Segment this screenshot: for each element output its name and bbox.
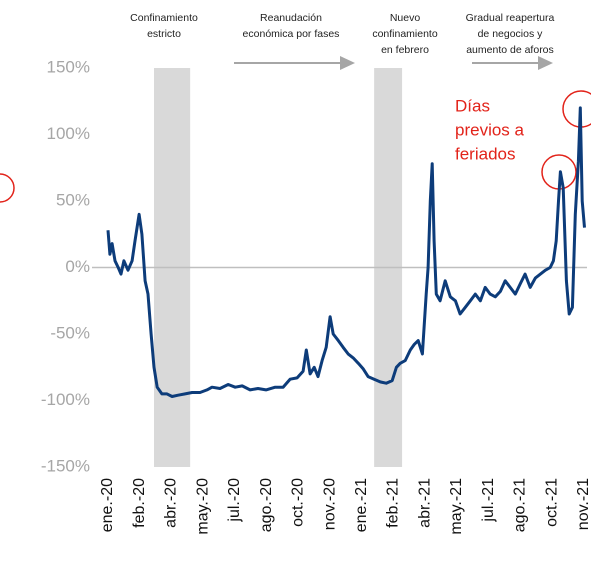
x-tick-label: feb.-20 xyxy=(131,478,148,528)
x-tick-label: may.-21 xyxy=(448,478,465,535)
x-tick-label: jul.-20 xyxy=(226,478,243,523)
annotation: feriados xyxy=(455,144,515,163)
x-tick-label: nov.-20 xyxy=(321,478,338,530)
x-tick-label: ago.-20 xyxy=(258,478,275,532)
x-tick-label: feb.-21 xyxy=(385,478,402,528)
x-tick-label: ene.-20 xyxy=(99,478,116,532)
annotation: Gradual reapertura xyxy=(466,12,555,24)
y-tick-label: 100% xyxy=(47,124,90,143)
y-tick-label: -50% xyxy=(50,323,90,342)
annotation: de negocios y xyxy=(478,28,544,40)
x-tick-label: jul.-21 xyxy=(480,478,497,523)
x-tick-label: may.-20 xyxy=(194,478,211,535)
y-tick-label: 150% xyxy=(47,57,90,76)
annotation: en febrero xyxy=(381,44,429,56)
annotation: estricto xyxy=(147,28,181,40)
circle xyxy=(562,90,591,128)
x-tick-label: nov.-21 xyxy=(575,478,591,530)
y-tick-label: 0% xyxy=(65,257,90,276)
x-tick-label: ago.-21 xyxy=(512,478,529,532)
arrowhead xyxy=(340,56,355,70)
annotation: Confinamiento xyxy=(130,12,198,24)
annotation: Días xyxy=(455,96,490,115)
annotation: económica por fases xyxy=(243,28,340,40)
annotation: confinamiento xyxy=(372,28,438,40)
y-tick-label: -100% xyxy=(41,390,90,409)
arrowhead xyxy=(538,56,553,70)
x-tick-label: oct.-21 xyxy=(543,478,560,527)
arrows xyxy=(234,56,553,70)
annotation: previos a xyxy=(455,120,525,139)
x-tick-label: abr.-20 xyxy=(163,478,180,528)
y-tick-label: 50% xyxy=(56,190,90,209)
x-tick-label: abr.-21 xyxy=(416,478,433,528)
circle xyxy=(0,173,15,203)
x-tick-label: ene.-21 xyxy=(353,478,370,532)
x-tick-label: oct.-20 xyxy=(290,478,307,527)
annotation: Nuevo xyxy=(390,12,421,24)
annotation: Reanudación xyxy=(260,12,322,24)
y-tick-label: -150% xyxy=(41,456,90,475)
annotation: aumento de aforos xyxy=(466,44,554,56)
line xyxy=(106,106,586,398)
